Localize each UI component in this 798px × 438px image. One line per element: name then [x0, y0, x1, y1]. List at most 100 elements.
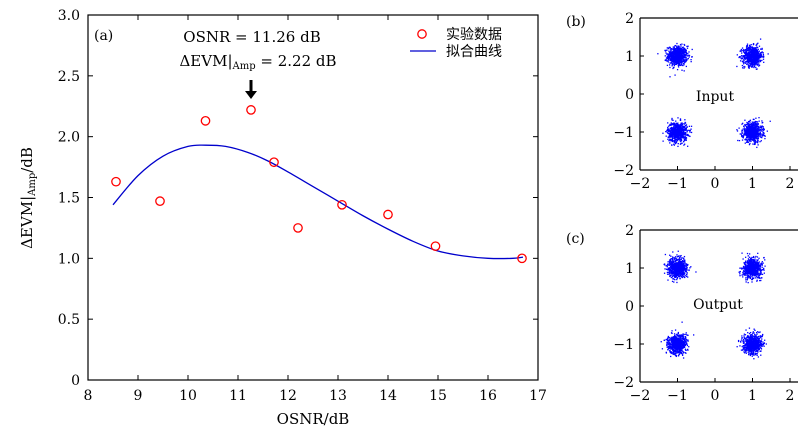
constellation-point	[755, 259, 757, 261]
constellation-point	[673, 141, 676, 143]
constellation-point	[680, 143, 682, 145]
constellation-point	[759, 132, 761, 135]
constellation-point	[755, 122, 757, 125]
constellation-point	[673, 53, 676, 56]
constellation-point	[754, 60, 757, 62]
constellation-point	[741, 67, 744, 69]
constellation-point	[756, 262, 758, 264]
constellation-point	[747, 141, 749, 144]
constellation-point	[669, 339, 671, 341]
constellation-point	[671, 144, 673, 146]
constellation-point	[750, 138, 752, 141]
constellation-point	[673, 53, 675, 55]
constellation-point	[742, 122, 744, 124]
constellation-point	[677, 272, 679, 274]
constellation-point	[750, 273, 752, 275]
constellation-point	[685, 352, 687, 354]
constellation-point	[746, 55, 748, 58]
constellation-point	[682, 257, 685, 259]
constellation-point	[683, 51, 685, 54]
constellation-point	[668, 139, 670, 142]
constellation-point	[755, 50, 757, 52]
constellation-point	[679, 277, 681, 280]
constellation-point	[685, 265, 687, 267]
constellation-point	[747, 120, 750, 123]
constellation-point	[748, 266, 750, 268]
x-tick-label: 14	[379, 388, 397, 404]
constellation-point	[749, 139, 751, 142]
constellation-point	[747, 129, 750, 131]
constellation-point	[756, 280, 758, 282]
constellation-point	[675, 126, 678, 128]
constellation-point	[668, 125, 670, 127]
constellation-point	[681, 55, 684, 57]
constellation-point	[685, 139, 687, 141]
constellation-point	[754, 59, 756, 61]
constellation-point	[758, 275, 760, 277]
constellation-point	[686, 274, 688, 276]
constellation-point	[683, 70, 685, 72]
constellation-point	[671, 339, 674, 341]
constellation-point	[673, 50, 675, 53]
constellation-point	[679, 268, 681, 271]
constellation-point	[683, 336, 685, 338]
constellation-point	[743, 270, 745, 273]
x-tick-label: 1	[748, 176, 757, 192]
constellation-point	[756, 44, 758, 46]
constellation-point	[672, 251, 674, 253]
constellation-point	[745, 62, 747, 64]
constellation-point	[743, 125, 745, 127]
constellation-point	[745, 136, 748, 139]
constellation-point	[680, 349, 682, 351]
constellation-point	[679, 62, 681, 64]
constellation-point	[668, 64, 671, 66]
constellation-point	[747, 123, 749, 125]
constellation-point	[755, 66, 757, 69]
constellation-point	[672, 261, 674, 263]
constellation-point	[754, 48, 757, 51]
constellation-point	[672, 263, 674, 265]
constellation-point	[680, 130, 683, 133]
constellation-point	[680, 57, 682, 59]
constellation-point	[678, 124, 680, 126]
constellation-point	[674, 60, 676, 62]
constellation-point	[751, 126, 754, 128]
constellation-point	[680, 128, 682, 130]
constellation-point	[681, 347, 683, 349]
constellation-point	[675, 46, 678, 48]
constellation-point	[680, 262, 682, 264]
constellation-point	[761, 264, 764, 266]
constellation-point	[687, 55, 689, 57]
constellation-point	[675, 338, 678, 341]
constellation-point	[670, 266, 672, 268]
constellation-point	[746, 266, 748, 268]
constellation-point	[679, 259, 681, 261]
constellation-point	[667, 343, 669, 346]
constellation-point	[679, 128, 681, 131]
constellation-point	[657, 53, 659, 55]
constellation-point	[757, 63, 759, 65]
constellation-point	[742, 258, 744, 260]
constellation-point	[760, 55, 763, 57]
constellation-point	[675, 136, 677, 139]
constellation-point	[664, 59, 666, 61]
constellation-point	[668, 260, 670, 263]
constellation-point	[745, 277, 747, 279]
constellation-point	[676, 278, 678, 281]
constellation-point	[748, 140, 750, 142]
constellation-point	[743, 134, 745, 137]
data-point	[383, 209, 393, 220]
constellation-point	[755, 271, 757, 273]
constellation-point	[751, 62, 753, 65]
constellation-point	[747, 130, 749, 132]
constellation-point	[678, 56, 680, 58]
constellation-point	[749, 260, 751, 262]
constellation-point	[679, 263, 681, 266]
constellation-point	[678, 63, 681, 66]
constellation-point	[687, 52, 689, 55]
constellation-point	[750, 259, 752, 262]
constellation-point	[683, 139, 686, 142]
constellation-point	[747, 276, 749, 278]
